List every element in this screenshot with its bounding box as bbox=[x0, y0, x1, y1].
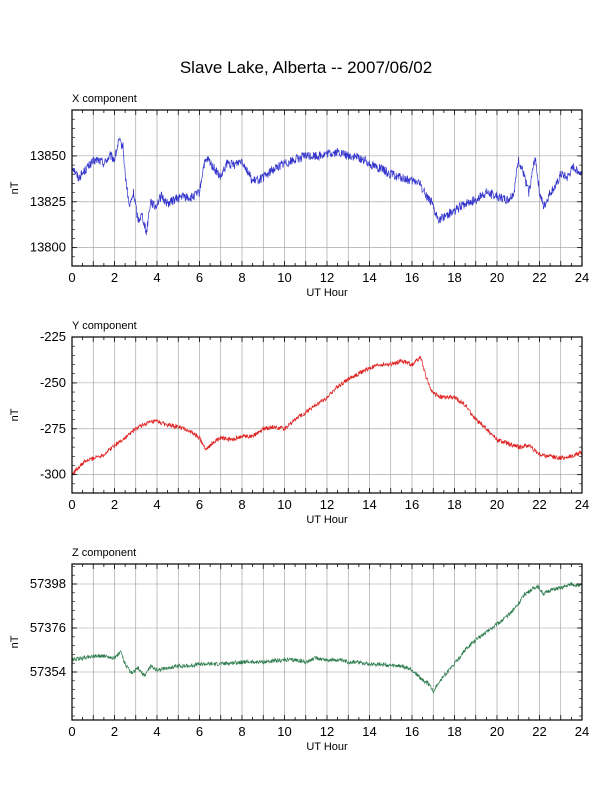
y-tick-label: 13850 bbox=[30, 148, 66, 163]
z-component-series-line bbox=[71, 581, 583, 695]
y-component-panel: Y component 0 2 4 6 8 10 12 14 16 18 20 22 24 -300 -2… bbox=[0, 315, 612, 530]
y-tick-label: 57398 bbox=[30, 576, 66, 591]
x-tick-label: 6 bbox=[196, 497, 203, 512]
y-tick-label: 57376 bbox=[30, 620, 66, 635]
x-tick-label: 24 bbox=[575, 724, 589, 739]
x-tick-label: 18 bbox=[447, 724, 461, 739]
x-tick-label: 16 bbox=[405, 724, 419, 739]
x-tick-label: 10 bbox=[277, 724, 291, 739]
x-tick-label: 0 bbox=[68, 270, 75, 285]
chart-title: Y component bbox=[72, 320, 137, 332]
x-tick-label: 22 bbox=[532, 497, 546, 512]
z-component-chart: Z component 0 2 4 6 8 10 12 14 16 18 20 22 24 573545… bbox=[9, 547, 589, 753]
x-tick-label: 4 bbox=[153, 497, 160, 512]
x-tick-label: 6 bbox=[196, 270, 203, 285]
x-tick-label: 4 bbox=[153, 270, 160, 285]
page-title: Slave Lake, Alberta -- 2007/06/02 bbox=[179, 58, 433, 77]
x-tick-label: 2 bbox=[111, 724, 118, 739]
y-component-series-line bbox=[71, 355, 583, 475]
x-tick-label: 2 bbox=[111, 497, 118, 512]
y-axis-label: nT bbox=[9, 181, 21, 194]
x-tick-label: 14 bbox=[362, 270, 376, 285]
x-tick-label: 22 bbox=[532, 270, 546, 285]
x-tick-label: 4 bbox=[153, 724, 160, 739]
x-tick-label: 24 bbox=[575, 270, 589, 285]
x-tick-label: 14 bbox=[362, 497, 376, 512]
y-tick-label: 13825 bbox=[30, 194, 66, 209]
x-axis-label: UT Hour bbox=[306, 287, 348, 299]
x-axis-label: UT Hour bbox=[306, 741, 348, 753]
x-tick-label: 18 bbox=[447, 270, 461, 285]
x-tick-label: 8 bbox=[238, 497, 245, 512]
x-tick-label: 20 bbox=[490, 497, 504, 512]
x-tick-label: 8 bbox=[238, 724, 245, 739]
x-tick-label: 18 bbox=[447, 497, 461, 512]
x-tick-label: 16 bbox=[405, 497, 419, 512]
x-component-series-line bbox=[71, 137, 583, 236]
y-tick-label: 13800 bbox=[30, 240, 66, 255]
x-tick-label: 20 bbox=[490, 724, 504, 739]
y-axis-label: nT bbox=[9, 635, 21, 648]
x-tick-label: 12 bbox=[320, 724, 334, 739]
x-tick-label: 0 bbox=[68, 497, 75, 512]
y-component-chart: Y component 0 2 4 6 8 10 12 14 16 18 20 22 24 -300-2… bbox=[9, 320, 589, 526]
x-tick-label: 10 bbox=[277, 270, 291, 285]
y-tick-label: 57354 bbox=[30, 664, 66, 679]
z-component-panel: Z component 0 2 4 6 8 10 12 14 16 18 20 22 24 57354 5… bbox=[0, 542, 612, 757]
x-component-chart: X component 0 2 4 6 8 10 12 14 16 18 20 22 24 138001… bbox=[9, 93, 589, 299]
x-tick-label: 22 bbox=[532, 724, 546, 739]
x-tick-label: 2 bbox=[111, 270, 118, 285]
x-tick-label: 20 bbox=[490, 270, 504, 285]
chart-title: Z component bbox=[72, 547, 136, 559]
y-tick-label: -275 bbox=[40, 421, 66, 436]
chart-title: X component bbox=[72, 93, 137, 105]
x-tick-label: 16 bbox=[405, 270, 419, 285]
x-tick-label: 10 bbox=[277, 497, 291, 512]
x-tick-label: 0 bbox=[68, 724, 75, 739]
x-component-panel: X component 0 2 4 6 8 10 12 14 16 18 20 22 24 13800 1… bbox=[0, 88, 612, 303]
y-tick-label: -225 bbox=[40, 329, 66, 344]
x-tick-label: 14 bbox=[362, 724, 376, 739]
x-tick-label: 12 bbox=[320, 497, 334, 512]
x-tick-label: 12 bbox=[320, 270, 334, 285]
x-tick-label: 8 bbox=[238, 270, 245, 285]
y-tick-label: -300 bbox=[40, 467, 66, 482]
x-tick-label: 6 bbox=[196, 724, 203, 739]
y-axis-label: nT bbox=[9, 408, 21, 421]
y-tick-label: -250 bbox=[40, 375, 66, 390]
x-axis-label: UT Hour bbox=[306, 514, 348, 526]
x-tick-label: 24 bbox=[575, 497, 589, 512]
